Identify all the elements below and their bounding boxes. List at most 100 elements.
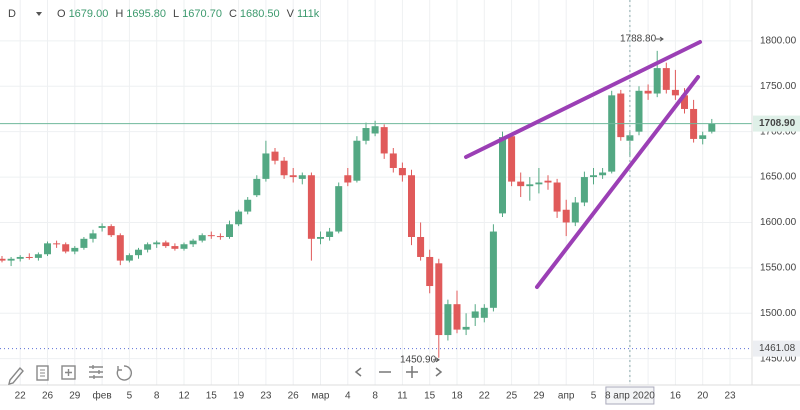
- candle-body: [462, 326, 470, 330]
- price-axis: [752, 0, 800, 385]
- candle-body: [681, 95, 688, 109]
- candle-body: [489, 231, 497, 308]
- legend-key: H: [115, 8, 123, 20]
- candle-body: [671, 89, 679, 96]
- candle-body: [417, 236, 425, 257]
- candle-body: [298, 175, 306, 179]
- candle-body: [207, 235, 215, 237]
- candle-body: [599, 172, 607, 176]
- candle-body: [125, 255, 133, 261]
- x-tick-label: 18: [451, 391, 463, 402]
- candle-body: [571, 202, 579, 223]
- candle-body: [53, 243, 61, 245]
- candle-body: [444, 304, 452, 336]
- candle-body: [144, 244, 152, 250]
- x-tick-label: 5: [591, 391, 597, 402]
- candle-body: [326, 231, 334, 237]
- x-tick-label: 23: [260, 391, 272, 402]
- y-tick-label: 1650.00: [760, 172, 797, 183]
- min-arrow: [433, 357, 440, 363]
- candle-body: [62, 244, 70, 252]
- candle-body: [280, 160, 288, 176]
- legend-value: 1680.50: [240, 8, 280, 20]
- candle-body: [590, 175, 597, 178]
- x-tick-label: 15: [206, 391, 218, 402]
- x-tick-label: 26: [288, 391, 300, 402]
- candle-body: [80, 238, 88, 248]
- trend-line[interactable]: [464, 40, 702, 159]
- candle-body: [253, 178, 261, 196]
- candle-body: [71, 247, 79, 252]
- note-icon[interactable]: [36, 365, 49, 381]
- x-tick-label: 29: [69, 391, 81, 402]
- candle-body: [526, 184, 534, 187]
- candle-body: [244, 199, 252, 212]
- candle-body: [644, 90, 652, 94]
- candle-body: [226, 224, 233, 237]
- add-icon[interactable]: [61, 365, 76, 380]
- min-label: 1450.90: [400, 354, 437, 365]
- candle-body: [335, 186, 343, 232]
- y-tick-label: 1750.00: [760, 81, 797, 92]
- candle-body: [508, 136, 516, 182]
- x-tick-label: 8: [372, 391, 378, 402]
- candle-body: [580, 177, 588, 203]
- scroll-left[interactable]: [354, 367, 362, 377]
- x-tick-label: 4: [345, 391, 351, 402]
- x-tick-label: 16: [670, 391, 682, 402]
- candle-body: [25, 256, 33, 258]
- legend-value: 111k: [297, 8, 320, 20]
- x-tick-label: 5: [127, 391, 133, 402]
- candle-body: [98, 226, 106, 228]
- candle-body: [107, 226, 115, 236]
- candle-body: [453, 304, 461, 330]
- add-icon-plus: [65, 369, 72, 376]
- candle-body: [235, 211, 243, 225]
- last-price-label: 1708.90: [759, 118, 796, 129]
- legend-key: V: [287, 8, 295, 20]
- x-tick-label: 19: [233, 391, 245, 402]
- x-tick-label: 22: [15, 391, 27, 402]
- crosshair-label: 8 апр 2020: [605, 391, 655, 402]
- y-tick-label: 1800.00: [760, 36, 797, 47]
- symbol[interactable]: D: [8, 8, 16, 20]
- low-line-box: [753, 340, 800, 357]
- candle-body: [435, 263, 443, 336]
- candle-body: [307, 175, 315, 239]
- scroll-right[interactable]: [435, 367, 443, 377]
- candle-body: [344, 175, 352, 183]
- candle-body: [135, 249, 142, 256]
- x-tick-label: 23: [724, 391, 736, 402]
- x-tick-label: 29: [533, 391, 545, 402]
- note-icon-lines: [40, 369, 45, 377]
- candle-body: [198, 235, 206, 241]
- x-tick-label: 25: [506, 391, 518, 402]
- candle-body: [7, 258, 15, 261]
- y-tick-label: 1500.00: [760, 308, 797, 319]
- x-tick-label: апр: [558, 391, 575, 402]
- candle-body: [389, 153, 397, 168]
- candle-body: [553, 182, 561, 212]
- x-tick-label: мар: [312, 391, 330, 402]
- candle-body: [89, 233, 97, 239]
- trend-line[interactable]: [535, 75, 700, 289]
- reset-icon[interactable]: [116, 365, 132, 381]
- candle-body: [362, 128, 370, 141]
- settings-icon[interactable]: [89, 365, 103, 379]
- y-tick-label: 1450.00: [760, 353, 797, 364]
- pen-icon[interactable]: [8, 366, 24, 385]
- crosshair-box: [605, 386, 655, 405]
- candle-body: [471, 311, 479, 318]
- candle-body: [189, 240, 197, 245]
- zoom-in[interactable]: [406, 366, 418, 378]
- x-tick-label: 20: [697, 391, 709, 402]
- candle-body: [289, 175, 297, 178]
- legend-value: 1695.80: [126, 8, 166, 20]
- candle-body: [371, 126, 379, 134]
- x-tick-label: 15: [424, 391, 436, 402]
- candle-body: [153, 242, 161, 245]
- dropdown[interactable]: [36, 12, 42, 16]
- legend-key: L: [173, 8, 179, 20]
- candle-body: [317, 236, 324, 239]
